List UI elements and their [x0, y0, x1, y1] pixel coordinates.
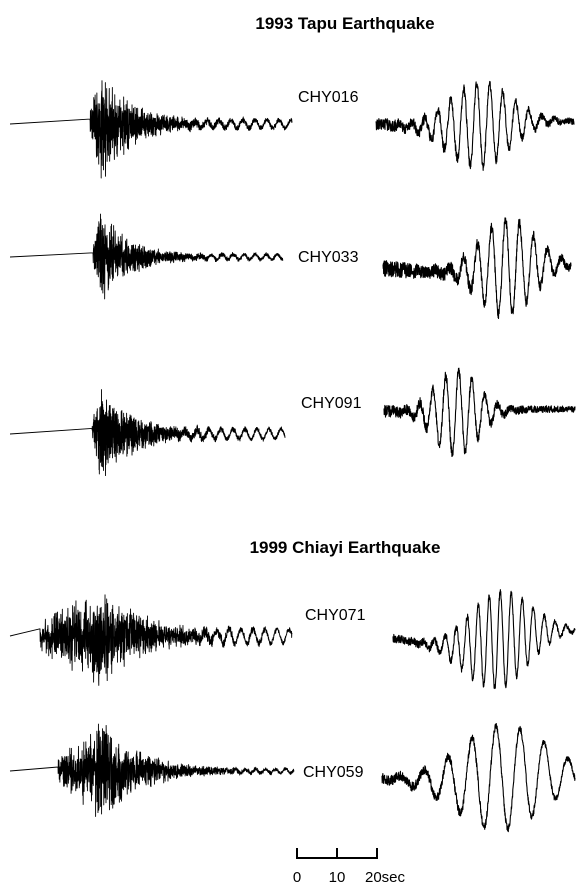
station-label-chy059: CHY059	[303, 764, 364, 781]
waveform-zoom-chy033	[382, 217, 572, 320]
waveform-full-chy016	[9, 80, 293, 179]
waveform-zoom-chy016	[375, 80, 575, 171]
panel-title-chiayi: 1999 Chiayi Earthquake	[250, 538, 441, 557]
waveform-full-chy071	[9, 594, 293, 686]
waveform-full-chy091	[9, 389, 286, 477]
scale-tick-label-0: 0	[293, 869, 301, 886]
scale-tick-label-20sec: 20sec	[365, 869, 406, 886]
waveform-full-chy059	[9, 723, 295, 817]
waveform-zoom-chy071	[392, 589, 576, 690]
scale-tick-label-10: 10	[329, 869, 346, 886]
panel-title-tapu: 1993 Tapu Earthquake	[255, 14, 434, 33]
station-label-chy091: CHY091	[301, 395, 362, 412]
time-scale-bar: 0 10 20sec	[293, 848, 406, 886]
station-label-chy016: CHY016	[298, 89, 359, 106]
station-label-chy033: CHY033	[298, 249, 359, 266]
station-label-chy071: CHY071	[305, 607, 366, 624]
waveform-zoom-chy091	[383, 367, 576, 457]
waveform-zoom-chy059	[381, 722, 576, 833]
waveform-full-chy033	[9, 213, 284, 300]
